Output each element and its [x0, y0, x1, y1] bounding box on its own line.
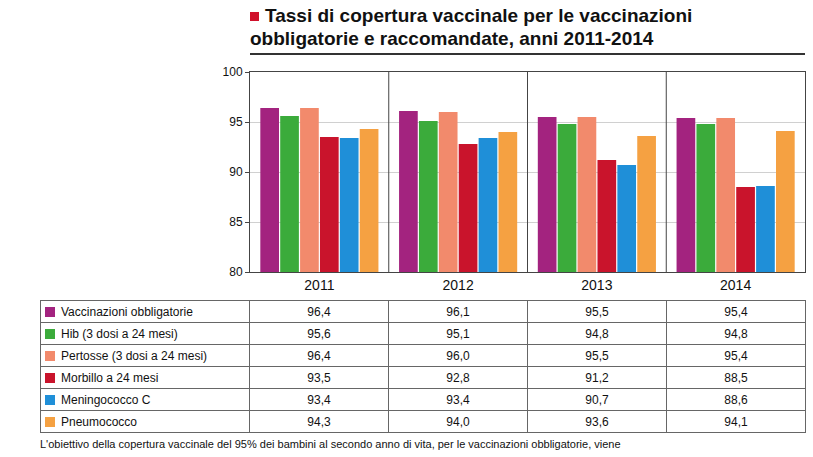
- html-text:93,4: 93,4: [446, 392, 470, 407]
- html-text:93,5: 93,5: [307, 370, 331, 385]
- html-text:95,4: 95,4: [724, 304, 748, 319]
- html-text:95,6: 95,6: [307, 326, 331, 341]
- html-text:95,1: 95,1: [446, 326, 470, 341]
- svg-text:95: 95: [229, 115, 243, 129]
- html-text:Meningococco C: Meningococco C: [61, 392, 151, 407]
- html-text:Morbillo a 24 mesi: Morbillo a 24 mesi: [61, 370, 159, 385]
- html-text:96,4: 96,4: [307, 304, 331, 319]
- svg-text:2013: 2013: [581, 277, 612, 293]
- html-text:Tassi di copertura vaccinale p: Tassi di copertura vaccinale per le vacc…: [250, 5, 693, 49]
- html-text:94,1: 94,1: [724, 414, 748, 429]
- html-text:94,8: 94,8: [585, 326, 609, 341]
- html-text:Pertosse (3 dosi a 24 mesi): Pertosse (3 dosi a 24 mesi): [61, 348, 208, 363]
- svg-text:2014: 2014: [720, 277, 751, 293]
- html-text:94,3: 94,3: [307, 414, 331, 429]
- svg-text:2012: 2012: [443, 277, 474, 293]
- html-text:96,1: 96,1: [446, 304, 470, 319]
- html-text:96,0: 96,0: [446, 348, 470, 363]
- html-text:Vaccinazioni obbligatorie: Vaccinazioni obbligatorie: [61, 304, 193, 319]
- svg-text:100: 100: [223, 65, 243, 79]
- html-text:88,5: 88,5: [724, 370, 748, 385]
- html-text:Pneumococco: Pneumococco: [61, 414, 137, 429]
- html-text:94,8: 94,8: [724, 326, 748, 341]
- html-text:91,2: 91,2: [585, 370, 609, 385]
- html-text:L'obiettivo della copertura va: L'obiettivo della copertura vaccinale de…: [40, 438, 621, 450]
- html-text:93,4: 93,4: [307, 392, 331, 407]
- svg-text:90: 90: [229, 165, 243, 179]
- svg-text:2011: 2011: [304, 277, 334, 293]
- html-text:90,7: 90,7: [585, 392, 609, 407]
- html-text:95,4: 95,4: [724, 348, 748, 363]
- html-text:92,8: 92,8: [446, 370, 470, 385]
- svg-text:85: 85: [229, 215, 243, 229]
- svg-text:80: 80: [229, 265, 243, 279]
- html-text:93,6: 93,6: [585, 414, 609, 429]
- html-text:95,5: 95,5: [585, 348, 609, 363]
- html-text:88,6: 88,6: [724, 392, 748, 407]
- html-text:96,4: 96,4: [307, 348, 331, 363]
- html-text:Hib (3 dosi a 24 mesi): Hib (3 dosi a 24 mesi): [61, 326, 178, 341]
- html-text:94,0: 94,0: [446, 414, 470, 429]
- html-text:95,5: 95,5: [585, 304, 609, 319]
